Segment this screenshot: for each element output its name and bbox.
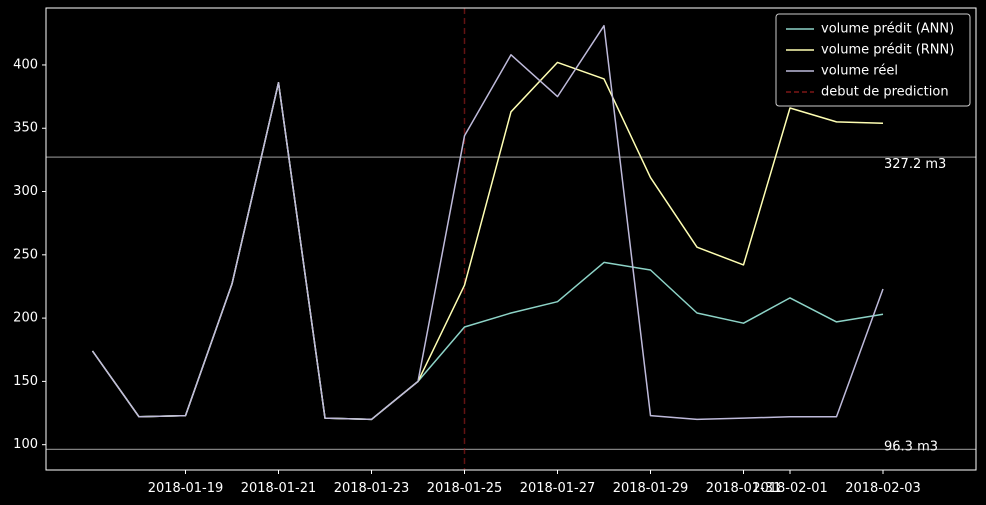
series-line-2 — [91, 24, 884, 421]
y-tick-label-4: 300 — [13, 184, 38, 199]
y-tick-label-0: 100 — [13, 437, 38, 452]
y-tick-label-5: 350 — [13, 121, 38, 136]
legend-box — [775, 13, 971, 107]
y-tick-label-3: 250 — [13, 247, 38, 262]
reference-line-label-0: 327.2 m3 — [884, 157, 946, 172]
legend-label-3: debut de prediction — [821, 85, 949, 100]
plot-frame — [45, 7, 977, 471]
legend-label-1: volume prédit (RNN) — [821, 43, 954, 58]
reference-line-label-1: 96.3 m3 — [884, 439, 938, 454]
x-tick-label-7: 2018-02-01 — [752, 481, 828, 496]
y-tick-label-1: 150 — [13, 374, 38, 389]
x-tick-label-0: 2018-01-19 — [148, 481, 224, 496]
x-tick-label-2: 2018-01-23 — [334, 481, 410, 496]
x-tick-label-6: 2018-01-31 — [706, 481, 782, 496]
x-tick-label-3: 2018-01-25 — [427, 481, 503, 496]
x-tick-label-5: 2018-01-29 — [613, 481, 689, 496]
series-lines — [91, 24, 884, 421]
legend-label-2: volume réel — [821, 64, 898, 79]
x-tick-label-8: 2018-02-03 — [845, 481, 921, 496]
legend-label-0: volume prédit (ANN) — [821, 22, 954, 37]
x-tick-label-4: 2018-01-27 — [520, 481, 596, 496]
y-tick-label-2: 200 — [13, 311, 38, 326]
x-tick-label-1: 2018-01-21 — [241, 481, 317, 496]
reference-lines: 327.2 m3 96.3 m3 — [46, 156, 976, 454]
legend: volume prédit (ANN) volume prédit (RNN) vo… — [775, 13, 971, 107]
axes: 100 150 200 250 300 350 400 2018-01-19 2018-01-2… — [13, 7, 977, 496]
y-tick-label-6: 400 — [13, 57, 38, 72]
